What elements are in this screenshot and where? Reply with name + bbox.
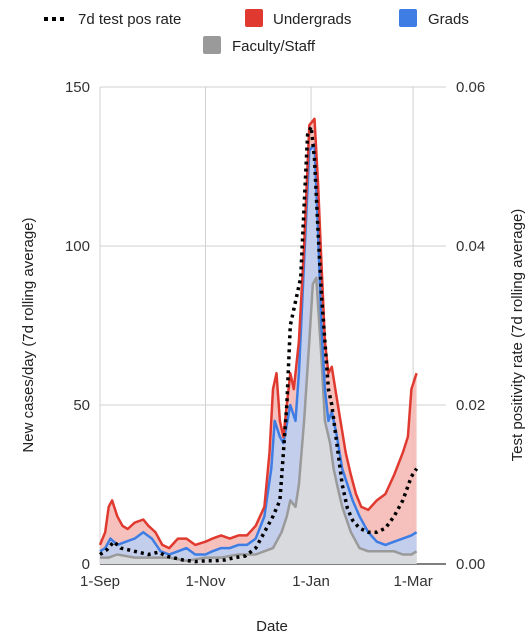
y-left-tick-label: 0 bbox=[82, 556, 90, 573]
x-axis-title: Date bbox=[256, 618, 288, 635]
y-left-tick-label: 100 bbox=[65, 238, 90, 255]
y-right-tick-label: 0.02 bbox=[456, 397, 485, 414]
y-right-tick-label: 0.04 bbox=[456, 238, 485, 255]
line-grads bbox=[99, 142, 418, 556]
tick-labels: 0 50 100 150 0.00 0.02 0.04 0.06 1-Sep 1-Nov 1-Jan… bbox=[65, 79, 485, 590]
x-tick-label: 1-Nov bbox=[186, 573, 227, 590]
legend-label-rate: 7d test pos rate bbox=[78, 11, 181, 28]
y-right-axis-title: Test positivity rate (7d rolling average… bbox=[509, 209, 526, 462]
series-areas bbox=[100, 118, 417, 565]
y-right-tick-label: 0.00 bbox=[456, 556, 485, 573]
legend-label-undergrads: Undergrads bbox=[273, 11, 351, 28]
area-grads bbox=[100, 144, 417, 564]
area-faculty bbox=[100, 277, 417, 564]
y-left-tick-label: 150 bbox=[65, 79, 90, 96]
legend-item-rate: 7d test pos rate bbox=[44, 11, 181, 28]
legend-item-faculty: Faculty/Staff bbox=[203, 36, 316, 55]
x-tick-label: 1-Mar bbox=[394, 573, 433, 590]
legend-swatch-faculty bbox=[203, 36, 221, 54]
y-left-axis-title: New cases/day (7d rolling average) bbox=[20, 217, 37, 452]
x-tick-label: 1-Sep bbox=[80, 573, 120, 590]
legend-label-faculty: Faculty/Staff bbox=[232, 38, 316, 55]
y-right-tick-label: 0.06 bbox=[456, 79, 485, 96]
line-undergrads bbox=[98, 117, 418, 550]
legend-item-grads: Grads bbox=[399, 9, 469, 28]
line-rate bbox=[99, 124, 419, 564]
legend-swatch-grads bbox=[399, 9, 417, 27]
x-tick-label: 1-Jan bbox=[292, 573, 330, 590]
legend: 7d test pos rate Undergrads Grads Facult… bbox=[44, 9, 469, 55]
legend-label-grads: Grads bbox=[428, 11, 469, 28]
legend-swatch-undergrads bbox=[245, 9, 263, 27]
y-left-tick-label: 50 bbox=[73, 397, 90, 414]
legend-item-undergrads: Undergrads bbox=[245, 9, 351, 28]
series-lines bbox=[98, 117, 419, 564]
area-undergrads bbox=[100, 118, 417, 565]
